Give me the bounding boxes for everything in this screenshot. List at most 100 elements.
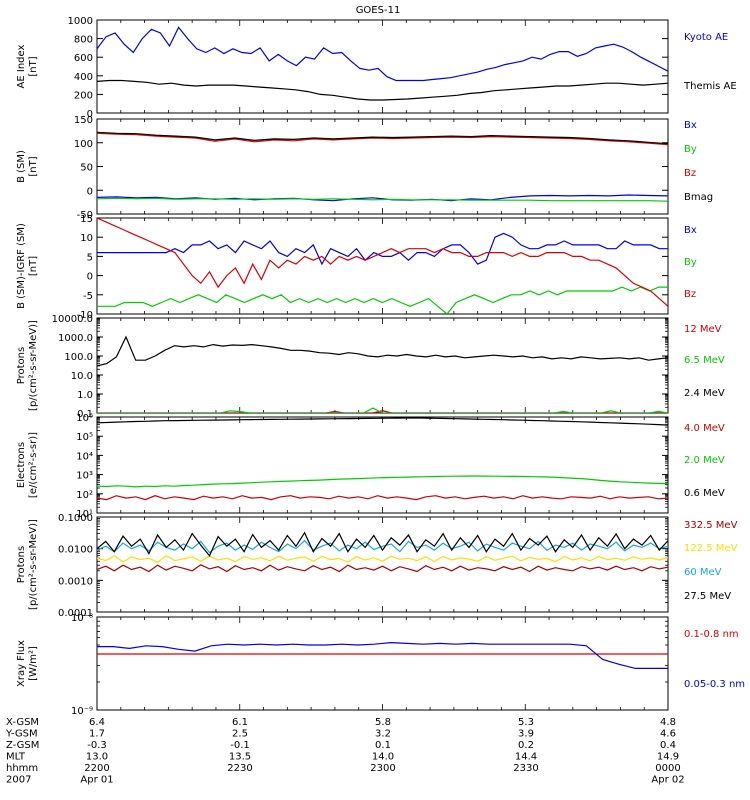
series-line-by <box>97 197 668 202</box>
legend-label-27-5-mev: 27.5 MeV <box>684 591 731 602</box>
y-tick-label: 0 <box>87 186 93 197</box>
legend-label-122-5-mev: 122.5 MeV <box>684 543 738 554</box>
y-tick-label: 5 <box>87 252 93 263</box>
y-tick-label: 800 <box>74 35 93 46</box>
y-tick-label: 10¹ <box>76 509 93 520</box>
legend-label-2-4-mev: 2.4 MeV <box>684 388 725 399</box>
y-axis-label: [p/(cm²-s-sr-MeV)] <box>28 519 39 610</box>
series-line-2-4-mev <box>97 335 668 367</box>
series-line-27-5-mev <box>97 531 668 557</box>
panel-electrons: 10¹ 10² 10³ 10⁴ 10⁵ 10⁶ Electrons [e/(cm²-s-sr)… <box>16 413 725 520</box>
time-row-value: 3.2 <box>375 729 391 740</box>
legend-label-bmag: Bmag <box>684 192 713 203</box>
legend-label-by: By <box>684 257 697 268</box>
time-row-value: 14.4 <box>515 752 537 763</box>
y-axis-label: Electrons <box>16 442 27 488</box>
time-row-value: 13.5 <box>229 752 251 763</box>
panel-protons-high: 0.0001 0.0010 0.0100 0.1000 Protons [p/(cm²-s… <box>16 513 738 619</box>
legend-label-bx: Bx <box>684 225 697 236</box>
legend-label-bz: Bz <box>684 289 696 300</box>
y-tick-label: 600 <box>74 53 93 64</box>
time-row-value: 6.1 <box>232 717 248 728</box>
time-row-value: Apr 01 <box>80 775 113 786</box>
time-row-value: 14.0 <box>372 752 394 763</box>
y-tick-label: 0.0100 <box>58 545 93 556</box>
panel-protons-low: 0.1 1.0 10.0 100.0 1000.0 10000.0 Protons [p/(c… <box>16 314 725 420</box>
time-row-value: 1.7 <box>89 729 105 740</box>
time-row-label: X-GSM <box>6 717 39 728</box>
legend-label-0-6-mev: 0.6 MeV <box>684 488 725 499</box>
series-line-0-05-0-3-nm <box>97 641 668 670</box>
y-tick-label: 1.0 <box>77 390 93 401</box>
series-line-bz <box>97 218 668 307</box>
time-row-value: 4.8 <box>660 717 676 728</box>
time-row-value: 0.4 <box>660 740 676 751</box>
panel-frame <box>96 317 669 414</box>
y-tick-label: 1000.0 <box>58 333 93 344</box>
panel-ae: 0 200 400 600 800 1000 AE Index [nT] Kyoto AE The… <box>16 16 737 120</box>
legend-label-0-05-0-3-nm: 0.05-0.3 nm <box>684 679 745 690</box>
y-tick-label: 100 <box>74 139 93 150</box>
y-tick-label: 0.0001 <box>58 608 93 619</box>
y-tick-label: 10³ <box>76 471 93 482</box>
legend-label-6-5-mev: 6.5 MeV <box>684 355 725 366</box>
y-axis-label: Protons <box>16 546 27 583</box>
y-axis-label: [W/m²] <box>28 646 39 681</box>
legend-label-bz: Bz <box>684 168 696 179</box>
legend-label-kyoto-ae: Kyoto AE <box>684 32 728 43</box>
y-tick-label: 0.0010 <box>58 576 93 587</box>
series-line-4-0-mev <box>97 495 668 501</box>
panel-frame <box>96 217 669 315</box>
time-row-value: -0.1 <box>230 740 250 751</box>
legend-label-2-0-mev: 2.0 MeV <box>684 455 725 466</box>
y-axis-label: B (SM) <box>16 150 27 183</box>
y-tick-label: 200 <box>74 90 93 101</box>
series-line-0-6-mev <box>97 417 668 426</box>
series-line-12-mev <box>97 410 668 413</box>
y-tick-label: 10000.0 <box>52 314 93 325</box>
y-tick-label: 10⁶ <box>76 413 93 424</box>
y-tick-label: 400 <box>74 72 93 83</box>
time-row-label: Y-GSM <box>5 729 38 740</box>
y-tick-label: 100.0 <box>64 352 93 363</box>
panel-b-diff: -10 -5 0 5 10 15 B (SM)-IGRF (SM) [nT] Bx By Bz <box>16 214 697 321</box>
series-line-kyoto-ae <box>97 26 668 82</box>
series-line-by <box>97 286 668 314</box>
y-tick-label: 1000 <box>68 16 93 27</box>
time-row-value: -0.3 <box>87 740 107 751</box>
legend-label-themis-ae: Themis AE <box>683 81 737 92</box>
time-row-value: 4.6 <box>660 729 676 740</box>
time-row-value: 6.4 <box>89 717 105 728</box>
time-row-value: 14.9 <box>657 752 679 763</box>
y-axis-label: Protons <box>16 347 27 384</box>
y-tick-label: 10⁵ <box>76 432 93 443</box>
time-row-label: 2007 <box>6 775 31 786</box>
time-row-value: 2200 <box>84 763 109 774</box>
panel-xray: 10⁻⁹ 10⁻⁸ Xray Flux [W/m²] 0.1-0.8 nm 0.05-0.… <box>16 613 745 717</box>
time-row-value: 13.0 <box>86 752 108 763</box>
time-row-value: 2230 <box>227 763 252 774</box>
time-row-value: 0000 <box>655 763 680 774</box>
time-row-label: MLT <box>6 752 26 763</box>
y-tick-label: 10.0 <box>71 371 93 382</box>
y-tick-label: 10⁻⁸ <box>71 613 93 624</box>
time-row-value: 2.5 <box>232 729 248 740</box>
y-tick-label: -10 <box>77 310 93 321</box>
y-axis-label: [nT] <box>28 256 39 276</box>
y-tick-label: 15 <box>80 214 93 225</box>
series-line-bx <box>97 232 668 266</box>
time-row-value: 5.3 <box>518 717 534 728</box>
y-tick-label: 50 <box>80 163 93 174</box>
y-tick-label: 0 <box>87 109 93 120</box>
series-line-bmag <box>97 131 668 145</box>
panel-frame <box>96 416 669 514</box>
y-tick-label: 0 <box>87 272 93 283</box>
panel-frame <box>96 19 669 114</box>
y-tick-label: 10 <box>80 233 93 244</box>
series-line-themis-ae <box>97 79 668 101</box>
time-row-value: Apr 02 <box>651 775 684 786</box>
y-tick-label: -50 <box>77 210 93 221</box>
y-tick-label: 10⁻⁹ <box>71 706 93 717</box>
